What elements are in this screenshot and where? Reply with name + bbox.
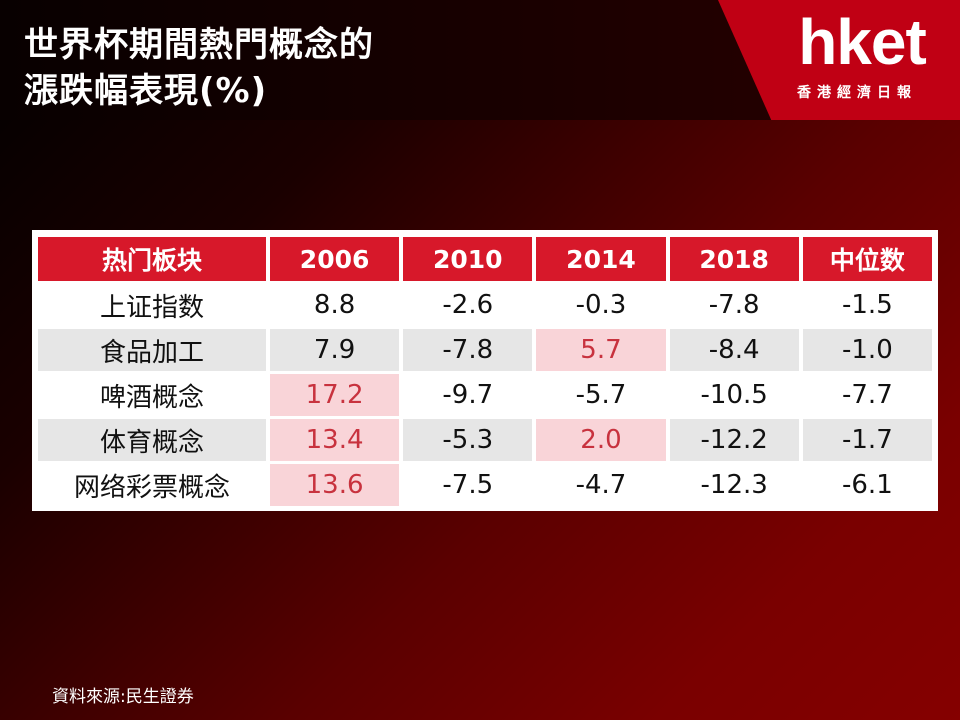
table-cell: 5.7: [536, 329, 666, 371]
table-cell: 13.6: [270, 464, 400, 506]
table-cell: 2.0: [536, 419, 666, 461]
table-cell: -7.8: [708, 290, 760, 320]
table-cell: -1.5: [842, 290, 893, 320]
table-cell: 8.8: [313, 290, 356, 320]
data-table: 热门板块 2006 2010 2014 2018 中位数 上证指数 8.8 -2.6…: [34, 234, 936, 509]
table-cell: -4.7: [575, 470, 627, 500]
table-row: 食品加工 7.9 -7.8 5.7 -8.4 -1.0: [38, 329, 932, 371]
column-header-2006: 2006: [270, 237, 400, 281]
title-line-1: 世界杯期間熱門概念的: [24, 25, 374, 65]
table-cell: -5.7: [575, 380, 627, 410]
table-cell: -12.2: [669, 419, 799, 461]
table-row: 上证指数 8.8 -2.6 -0.3 -7.8 -1.5: [38, 284, 932, 326]
table-cell: -7.7: [842, 380, 893, 410]
table-cell: 7.9: [270, 329, 400, 371]
table-cell: -7.8: [403, 329, 533, 371]
hket-logo-subtitle: 香港經濟日報: [797, 85, 917, 101]
table-cell: -12.3: [700, 470, 768, 500]
source-note: 資料來源:民生證券: [52, 687, 194, 707]
row-label: 上证指数: [99, 292, 204, 323]
table-cell: -5.3: [403, 419, 533, 461]
table-row: 网络彩票概念 13.6 -7.5 -4.7 -12.3 -6.1: [38, 464, 932, 506]
page-title: 世界杯期間熱門概念的 漲跌幅表現(%): [24, 22, 374, 114]
row-label: 网络彩票概念: [73, 472, 230, 503]
column-header-sector: 热门板块: [38, 237, 266, 281]
column-header-2010: 2010: [403, 237, 533, 281]
row-label: 食品加工: [38, 329, 266, 371]
table-cell: -8.4: [669, 329, 799, 371]
table-cell: -10.5: [700, 380, 768, 410]
row-label: 啤酒概念: [99, 382, 204, 413]
table-cell: 17.2: [270, 374, 400, 416]
table-row: 啤酒概念 17.2 -9.7 -5.7 -10.5 -7.7: [38, 374, 932, 416]
table-cell: 13.4: [270, 419, 400, 461]
row-label: 体育概念: [38, 419, 266, 461]
table-cell: -6.1: [842, 470, 893, 500]
column-header-2014: 2014: [536, 237, 666, 281]
table-cell: -0.3: [575, 290, 627, 320]
hket-logo: hket: [798, 6, 927, 78]
column-header-median: 中位数: [802, 237, 932, 281]
title-line-2: 漲跌幅表現(%): [24, 71, 268, 111]
table-header-row: 热门板块 2006 2010 2014 2018 中位数: [38, 237, 932, 281]
table-row: 体育概念 13.4 -5.3 2.0 -12.2 -1.7: [38, 419, 932, 461]
table-body: 上证指数 8.8 -2.6 -0.3 -7.8 -1.5 食品加工 7.9 -7.8 5.7 -8.…: [38, 284, 932, 506]
table-cell: -1.0: [802, 329, 932, 371]
column-header-2018: 2018: [669, 237, 799, 281]
table-cell: -9.7: [442, 380, 494, 410]
table-cell: -7.5: [442, 470, 494, 500]
table-cell: -1.7: [802, 419, 932, 461]
table-cell: -2.6: [442, 290, 494, 320]
data-table-panel: 热门板块 2006 2010 2014 2018 中位数 上证指数 8.8 -2.6…: [32, 230, 938, 511]
